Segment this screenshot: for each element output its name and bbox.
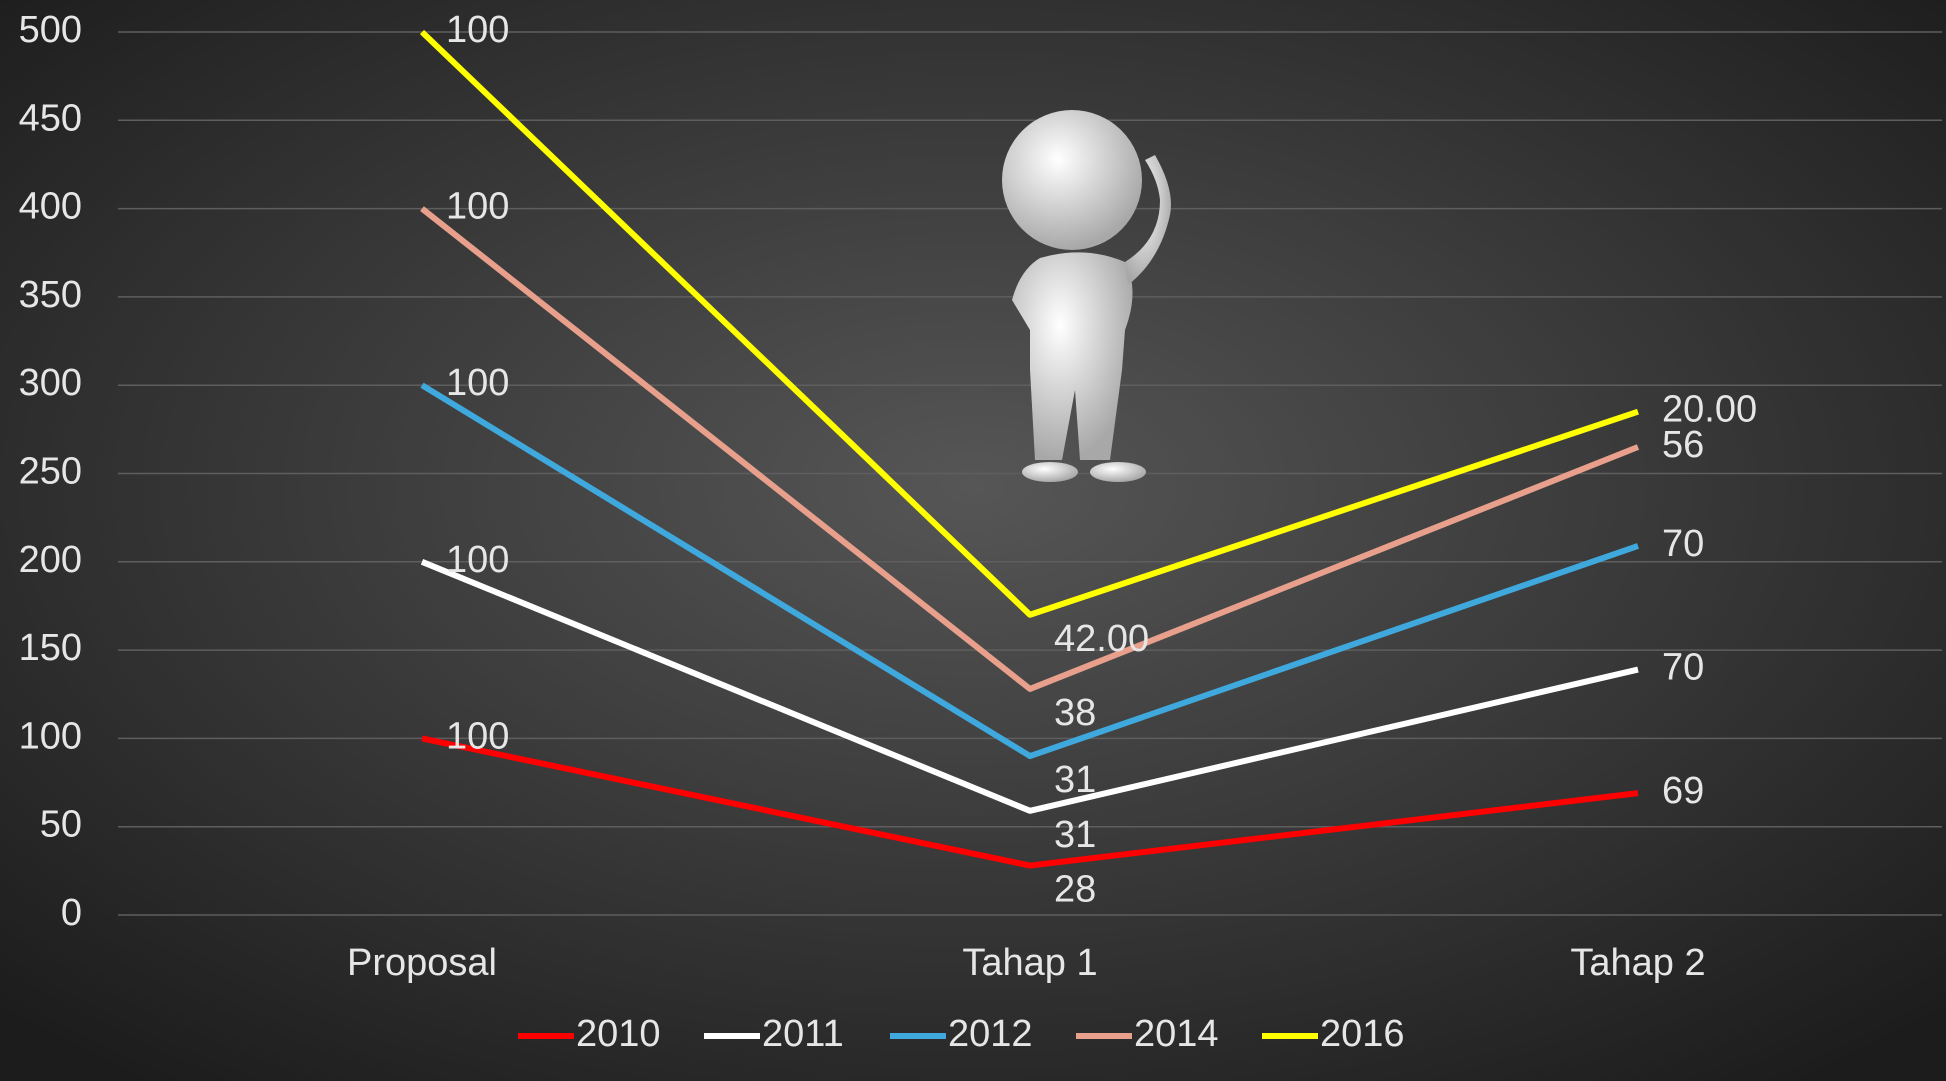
y-tick-label: 500 (19, 9, 82, 51)
series-line (420, 559, 1639, 814)
x-tick-label: Proposal (347, 942, 497, 984)
data-label: 31 (1054, 759, 1096, 801)
legend-label: 2011 (762, 1013, 844, 1055)
data-label: 100 (446, 186, 509, 228)
data-label: 100 (446, 362, 509, 404)
data-label: 20.00 (1662, 389, 1757, 431)
series-line (421, 735, 1639, 869)
series-line (420, 206, 1640, 692)
y-tick-label: 0 (61, 892, 82, 934)
data-label: 100 (446, 715, 509, 757)
y-tick-label: 350 (19, 274, 82, 316)
x-tick-label: Tahap 2 (1570, 942, 1705, 984)
series-line (420, 382, 1639, 760)
y-tick-label: 200 (19, 539, 82, 581)
data-label: 38 (1054, 692, 1096, 734)
y-tick-label: 450 (19, 97, 82, 139)
data-label: 70 (1662, 523, 1704, 565)
y-tick-label: 250 (19, 451, 82, 493)
data-label: 69 (1662, 770, 1704, 812)
thinking-figure (1002, 110, 1171, 482)
legend-label: 2012 (948, 1013, 1033, 1055)
series-line (419, 29, 1639, 618)
y-tick-label: 100 (19, 715, 82, 757)
x-tick-label: Tahap 1 (962, 942, 1097, 984)
data-label: 100 (446, 539, 509, 581)
data-label: 31 (1054, 814, 1096, 856)
data-label: 100 (446, 9, 509, 51)
y-tick-label: 150 (19, 627, 82, 669)
data-label: 28 (1054, 869, 1096, 911)
data-label: 70 (1662, 647, 1704, 689)
data-label: 42.00 (1054, 618, 1149, 660)
legend-label: 2014 (1134, 1013, 1219, 1055)
y-tick-label: 400 (19, 186, 82, 228)
legend-label: 2016 (1320, 1013, 1405, 1055)
y-tick-label: 50 (40, 804, 82, 846)
y-tick-label: 300 (19, 362, 82, 404)
data-label: 56 (1662, 424, 1704, 466)
legend-label: 2010 (576, 1013, 661, 1055)
